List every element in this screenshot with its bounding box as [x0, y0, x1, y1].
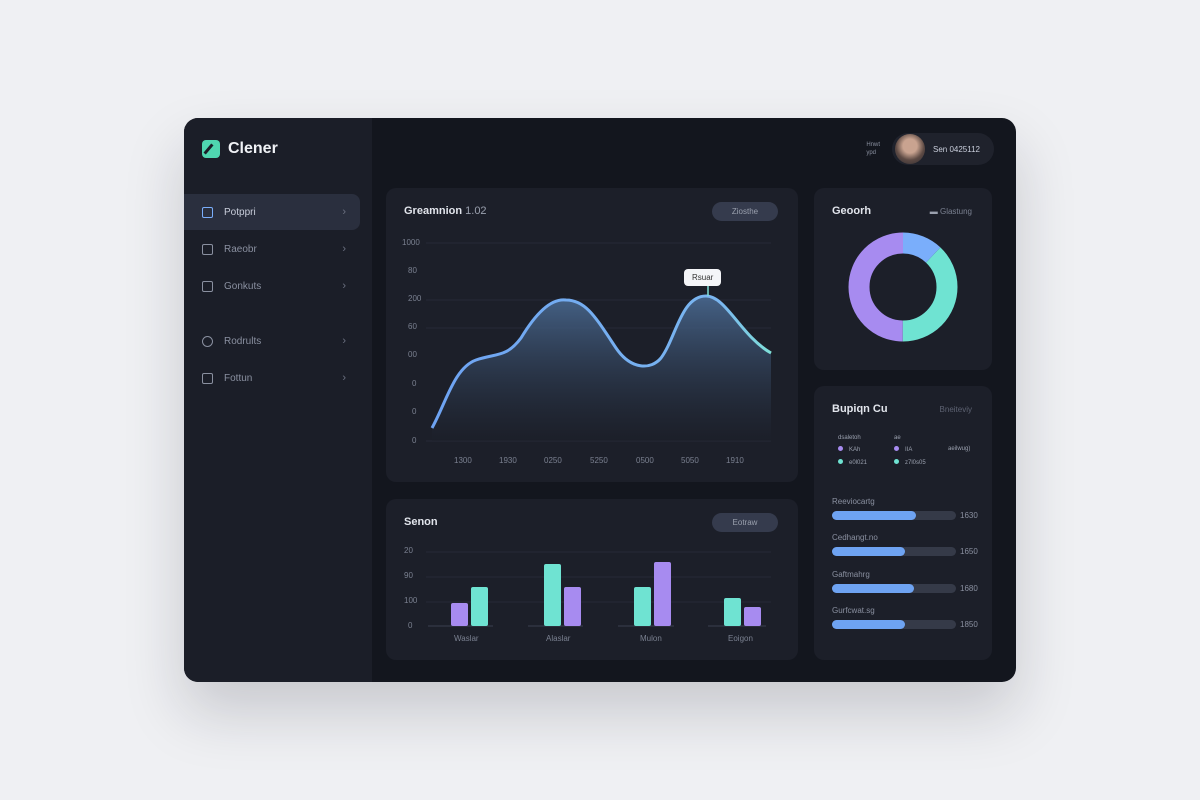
donut-card: Geoorh ▬ Glastung: [814, 188, 992, 370]
user-name: Sen 0425112: [932, 144, 980, 154]
area-chart: [426, 242, 772, 442]
folder-icon: [202, 280, 213, 292]
dashboard-icon: [202, 206, 213, 218]
chart-tooltip: Rsuar: [684, 269, 722, 286]
sidebar-item-label: Raeobr: [224, 243, 257, 255]
chevron-right-icon: ›: [342, 280, 346, 292]
sidebar-item-3[interactable]: Rodrults ›: [184, 323, 360, 359]
area-chart-card: Greamnion 1.02 Ziosthe 1000 80 200 60 00…: [386, 188, 798, 482]
sidebar-item-label: Gonkuts: [224, 280, 262, 292]
sidebar-item-label: Rodrults: [224, 335, 262, 347]
progress-row: Cedhangt.no 1650: [832, 533, 978, 556]
app-window: Clener Potppri › Raeobr › Gonkuts › Rodrult…: [184, 118, 1016, 682]
sidebar-nav: Potppri › Raeobr › Gonkuts › Rodrults › Fott…: [184, 194, 360, 397]
chevron-right-icon: ›: [342, 206, 346, 218]
summary-action[interactable]: Bneiteviy: [939, 405, 972, 414]
bar-chart-card: Senon Eotraw 20 90 100 0 Waslar Alaslar …: [386, 499, 798, 660]
sidebar-item-0[interactable]: Potppri ›: [184, 194, 360, 230]
document-icon: [202, 372, 213, 384]
header-user: Hnwt ypd Sen 0425112: [866, 133, 994, 165]
chevron-right-icon: ›: [342, 335, 346, 347]
chevron-right-icon: ›: [342, 243, 346, 255]
donut-action[interactable]: ▬ Glastung: [929, 207, 972, 216]
user-menu[interactable]: Sen 0425112: [891, 133, 994, 165]
sidebar-item-2[interactable]: Gonkuts ›: [184, 268, 360, 304]
avatar: [894, 134, 925, 164]
settings-icon: [202, 335, 213, 347]
sidebar-item-label: Potppri: [224, 206, 256, 218]
donut-chart: [848, 232, 958, 342]
bar-chart: [426, 551, 771, 627]
card-title: Senon: [404, 516, 438, 528]
sidebar: Clener Potppri › Raeobr › Gonkuts › Rodrult…: [184, 118, 372, 682]
app-name: Clener: [228, 140, 278, 157]
summary-card: Bupiqn Cu Bneiteviy dsaletoh KAh e0l021 …: [814, 386, 992, 660]
sidebar-item-label: Fottun: [224, 372, 253, 384]
area-chart-button[interactable]: Ziosthe: [712, 202, 778, 221]
bar-chart-button[interactable]: Eotraw: [712, 513, 778, 532]
progress-row: Gurfcwat.sg 1850: [832, 606, 978, 629]
sidebar-item-4[interactable]: Fottun ›: [184, 360, 360, 396]
car-icon: ▬: [929, 207, 938, 216]
card-title: Geoorh: [832, 205, 872, 217]
card-title: Greamnion 1.02: [404, 205, 487, 217]
sidebar-item-1[interactable]: Raeobr ›: [184, 231, 360, 267]
progress-row: Reeviocartg 1630: [832, 497, 978, 520]
header-hint: Hnwt ypd: [866, 142, 880, 156]
card-title: Bupiqn Cu: [832, 403, 888, 415]
chat-icon: [202, 243, 213, 255]
chevron-right-icon: ›: [342, 372, 346, 384]
progress-row: Gaftmahrg 1680: [832, 570, 978, 593]
logo-icon: [202, 140, 220, 158]
logo[interactable]: Clener: [202, 140, 278, 158]
